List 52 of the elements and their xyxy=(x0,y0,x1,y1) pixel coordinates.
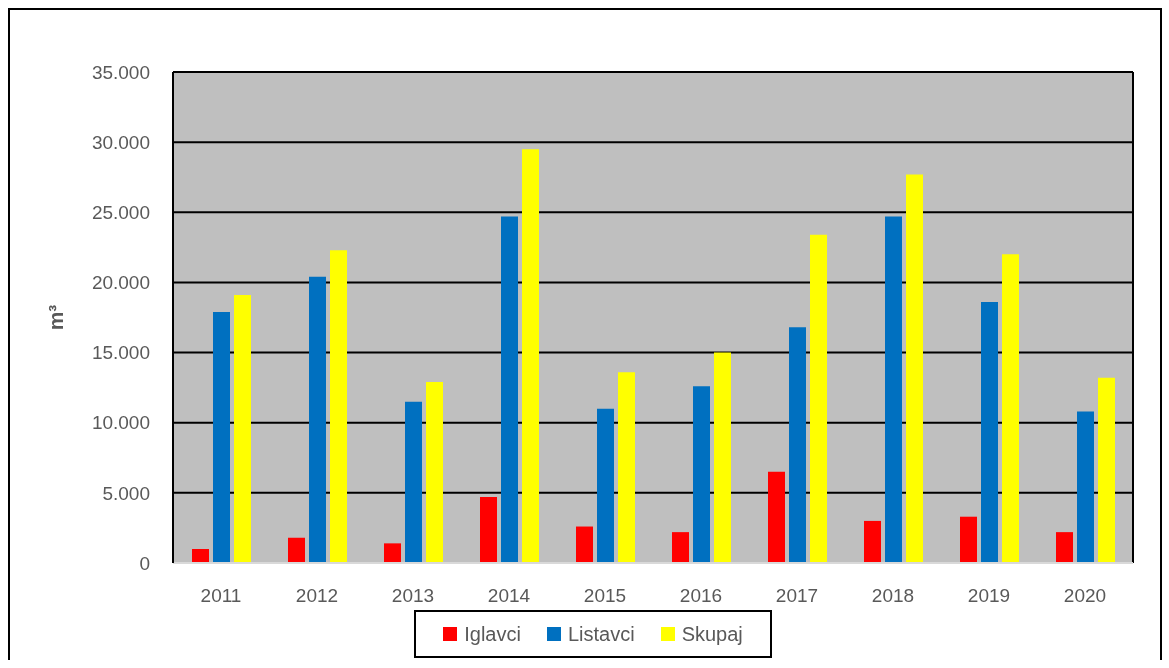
bar xyxy=(960,516,977,563)
y-tick-label: 20.000 xyxy=(91,272,150,294)
bar xyxy=(522,149,539,563)
x-tick-label: 2019 xyxy=(967,585,1011,607)
bar xyxy=(213,311,230,563)
bar xyxy=(789,327,806,563)
bar xyxy=(234,295,251,563)
x-tick-label: 2016 xyxy=(679,585,723,607)
bar xyxy=(597,408,614,563)
bar xyxy=(1077,411,1094,563)
x-tick-label: 2018 xyxy=(871,585,915,607)
bar xyxy=(1002,254,1019,563)
y-tick-label: 25.000 xyxy=(91,202,150,224)
bar xyxy=(1056,532,1073,563)
bar xyxy=(981,302,998,563)
bar xyxy=(309,276,326,563)
bar xyxy=(1098,377,1115,563)
x-tick-label: 2012 xyxy=(295,585,339,607)
x-tick-label: 2015 xyxy=(583,585,627,607)
y-tick-label: 15.000 xyxy=(91,342,150,364)
x-tick-label: 2017 xyxy=(775,585,819,607)
bar xyxy=(330,250,347,563)
bar xyxy=(501,216,518,563)
x-tick-label: 2011 xyxy=(200,585,242,607)
bar xyxy=(405,401,422,563)
legend-label: Listavci xyxy=(567,622,635,646)
bar xyxy=(810,234,827,563)
y-tick-label: 0 xyxy=(139,552,150,574)
bar xyxy=(864,520,881,563)
bar xyxy=(714,352,731,563)
bar xyxy=(426,382,443,563)
bar xyxy=(480,497,497,563)
y-tick-label: 30.000 xyxy=(91,131,150,153)
bar xyxy=(618,372,635,563)
legend-label: Skupaj xyxy=(681,622,743,646)
bar xyxy=(768,471,785,563)
x-tick-label: 2014 xyxy=(487,585,531,607)
bar xyxy=(672,532,689,563)
bar xyxy=(192,548,209,563)
legend-label: Iglavci xyxy=(464,622,521,646)
bar xyxy=(693,386,710,563)
y-tick-label: 35.000 xyxy=(91,61,150,83)
x-tick-label: 2020 xyxy=(1063,585,1107,607)
bar xyxy=(906,174,923,563)
x-tick-label: 2013 xyxy=(391,585,435,607)
bar xyxy=(384,543,401,563)
y-axis-title: m³ xyxy=(43,304,67,331)
bar xyxy=(288,537,305,563)
bar xyxy=(885,216,902,563)
bar xyxy=(576,526,593,563)
y-tick-label: 10.000 xyxy=(91,412,150,434)
y-tick-label: 5.000 xyxy=(102,482,150,504)
